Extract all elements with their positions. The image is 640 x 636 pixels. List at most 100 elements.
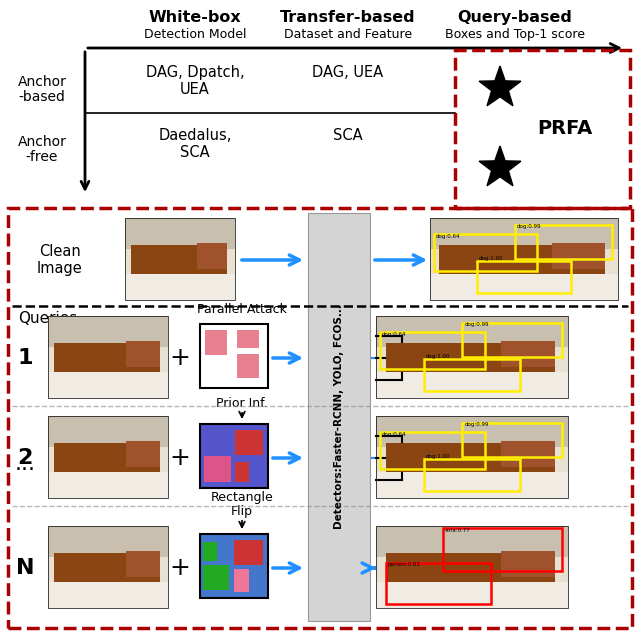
Bar: [308, 213, 370, 621]
Bar: [430, 218, 618, 249]
Bar: [48, 416, 168, 498]
Text: Daedalus,: Daedalus,: [158, 128, 232, 143]
Bar: [204, 565, 229, 590]
Bar: [462, 422, 563, 457]
Bar: [462, 322, 563, 357]
Text: Dataset and Feature: Dataset and Feature: [284, 28, 412, 41]
Bar: [48, 472, 168, 498]
Bar: [236, 431, 262, 455]
Bar: [200, 534, 268, 598]
Bar: [443, 529, 563, 571]
Bar: [236, 462, 249, 481]
Bar: [48, 526, 168, 608]
Bar: [477, 261, 571, 293]
Bar: [424, 359, 520, 391]
Text: Query-based: Query-based: [458, 10, 572, 25]
Bar: [48, 582, 168, 608]
Bar: [376, 582, 568, 608]
Text: Clean
Image: Clean Image: [37, 244, 83, 276]
Bar: [125, 218, 235, 300]
Bar: [440, 245, 605, 273]
Bar: [501, 341, 555, 367]
Text: Anchor
-free: Anchor -free: [17, 135, 67, 164]
Bar: [501, 441, 555, 467]
Bar: [234, 569, 249, 591]
Bar: [125, 218, 235, 249]
Polygon shape: [479, 66, 521, 106]
Text: 2: 2: [17, 448, 33, 468]
Bar: [237, 354, 259, 378]
Text: Prior Inf.: Prior Inf.: [216, 397, 268, 410]
Text: +: +: [170, 346, 191, 370]
Text: Detection Model: Detection Model: [144, 28, 246, 41]
Bar: [131, 245, 227, 273]
Bar: [54, 343, 159, 372]
Bar: [385, 443, 555, 472]
Bar: [48, 416, 168, 498]
Text: Queries: Queries: [18, 311, 77, 326]
Bar: [385, 553, 555, 582]
Bar: [515, 225, 612, 259]
Text: sofa:0.77: sofa:0.77: [445, 529, 471, 534]
Text: +: +: [170, 556, 191, 580]
Bar: [501, 551, 555, 577]
Text: UEA: UEA: [180, 82, 210, 97]
Text: Detectors:Faster-RCNN, YOLO, FCOS...: Detectors:Faster-RCNN, YOLO, FCOS...: [334, 305, 344, 529]
Bar: [54, 553, 159, 582]
Text: Rectangle
Flip: Rectangle Flip: [211, 491, 273, 518]
Bar: [200, 424, 268, 488]
Bar: [48, 372, 168, 398]
Bar: [376, 316, 568, 347]
Bar: [48, 526, 168, 608]
Bar: [48, 416, 168, 447]
Text: dog:1.00: dog:1.00: [479, 256, 504, 261]
Text: dog:0.99: dog:0.99: [516, 224, 541, 229]
Text: Transfer-based: Transfer-based: [280, 10, 416, 25]
Bar: [376, 316, 568, 398]
Bar: [237, 330, 259, 349]
Bar: [376, 416, 568, 447]
Bar: [125, 273, 235, 300]
Bar: [126, 341, 159, 367]
Text: SCA: SCA: [333, 128, 363, 143]
Bar: [205, 330, 227, 355]
Bar: [48, 316, 168, 398]
Bar: [430, 273, 618, 300]
Polygon shape: [479, 146, 521, 186]
Text: person:0.61: person:0.61: [388, 562, 420, 567]
Bar: [126, 441, 159, 467]
Bar: [200, 324, 268, 388]
Bar: [434, 235, 537, 272]
Bar: [376, 316, 568, 398]
Bar: [455, 50, 630, 208]
Text: dog:0.99: dog:0.99: [465, 422, 489, 427]
Bar: [424, 459, 520, 492]
Text: DAG, Dpatch,: DAG, Dpatch,: [146, 65, 244, 80]
Bar: [380, 432, 486, 469]
Bar: [125, 218, 235, 300]
Bar: [48, 316, 168, 398]
Text: ...: ...: [15, 454, 35, 474]
Bar: [376, 526, 568, 557]
Bar: [204, 542, 217, 561]
Bar: [234, 541, 262, 565]
Bar: [376, 526, 568, 608]
Text: DAG, UEA: DAG, UEA: [312, 65, 383, 80]
Bar: [48, 316, 168, 347]
Bar: [48, 526, 168, 557]
Text: dog:0.64: dog:0.64: [381, 331, 406, 336]
Text: N: N: [16, 558, 35, 578]
Text: Boxes and Top-1 score: Boxes and Top-1 score: [445, 28, 585, 41]
Text: dog:0.99: dog:0.99: [465, 322, 489, 327]
Text: Parallel Attack: Parallel Attack: [197, 303, 287, 316]
Bar: [126, 551, 159, 577]
Text: +: +: [170, 446, 191, 470]
Text: White-box: White-box: [148, 10, 241, 25]
Text: 1: 1: [17, 348, 33, 368]
Bar: [380, 333, 486, 370]
Text: SCA: SCA: [180, 145, 210, 160]
Text: dog:1.00: dog:1.00: [426, 453, 451, 459]
Bar: [376, 372, 568, 398]
Text: dog:0.64: dog:0.64: [436, 233, 460, 238]
Text: dog:1.00: dog:1.00: [426, 354, 451, 359]
